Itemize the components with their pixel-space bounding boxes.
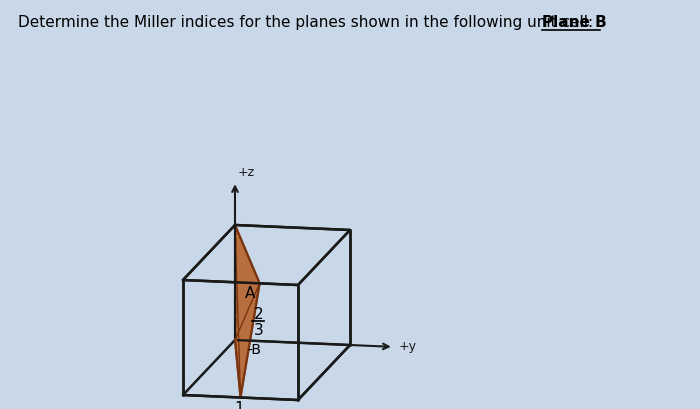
Text: +z: +z xyxy=(238,166,255,179)
Text: Determine the Miller indices for the planes shown in the following unit cell:: Determine the Miller indices for the pla… xyxy=(18,15,598,30)
Text: 2: 2 xyxy=(253,306,263,321)
Text: -B: -B xyxy=(247,344,261,357)
Text: 3: 3 xyxy=(253,323,263,337)
Polygon shape xyxy=(235,225,260,398)
Text: 1: 1 xyxy=(234,401,244,409)
Text: +y: +y xyxy=(399,340,416,353)
Text: Plane B: Plane B xyxy=(542,15,607,30)
Text: A: A xyxy=(246,286,256,301)
